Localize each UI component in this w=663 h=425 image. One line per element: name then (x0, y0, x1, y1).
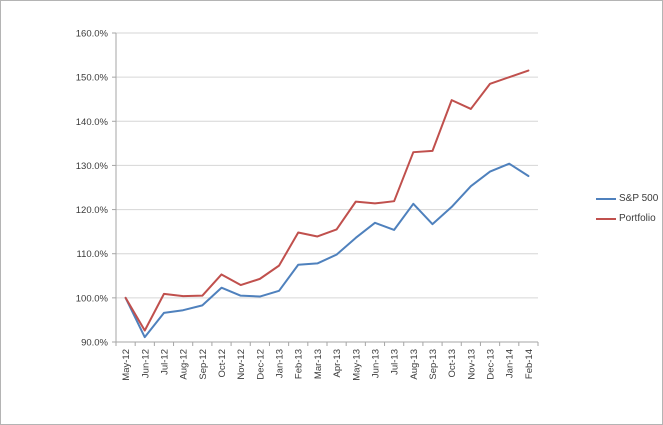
x-tick-label: Jun-12 (140, 349, 151, 378)
x-tick-label: Jun-13 (370, 349, 381, 378)
x-tick-label: Sep-12 (198, 349, 209, 380)
x-tick-label: Oct-12 (217, 349, 228, 378)
x-tick-label: Jan-14 (505, 349, 516, 378)
chart-legend: S&P 500 Portfolio (596, 193, 658, 224)
legend-line-swatch-portfolio (596, 217, 616, 220)
x-tick-label: Oct-13 (447, 349, 458, 378)
x-tick-label: Sep-13 (428, 349, 439, 380)
y-tick-label: 150.0% (76, 73, 109, 84)
legend-line-swatch-sp500 (596, 197, 616, 200)
x-tick-label: Mar-13 (313, 349, 324, 379)
y-tick-label: 110.0% (76, 249, 108, 260)
y-tick-label: 120.0% (76, 205, 109, 216)
x-tick-label: Feb-13 (294, 349, 305, 379)
series-line-s-p-500 (124, 162, 530, 339)
x-tick-label: Dec-13 (486, 349, 497, 380)
legend-label-portfolio: Portfolio (619, 213, 656, 224)
x-tick-label: Dec-12 (255, 349, 266, 380)
x-tick-label: Nov-12 (236, 349, 247, 380)
x-tick-label: Jan-13 (275, 349, 286, 378)
series-line-portfolio (124, 69, 530, 332)
y-tick-label: 140.0% (76, 117, 109, 128)
legend-label-sp500: S&P 500 (619, 193, 659, 204)
y-tick-label: 130.0% (76, 161, 109, 172)
x-tick-label: Nov-13 (466, 349, 477, 380)
x-tick-label: Feb-14 (524, 349, 535, 379)
y-tick-label: 100.0% (76, 293, 109, 304)
x-tick-label: Jul-13 (390, 349, 401, 375)
x-tick-label: May-13 (351, 349, 362, 381)
legend-item-portfolio: Portfolio (596, 213, 658, 224)
x-tick-label: Jul-12 (159, 349, 170, 375)
y-tick-label: 160.0% (76, 29, 109, 40)
x-tick-label: May-12 (121, 349, 132, 381)
y-tick-label: 90.0% (81, 338, 108, 349)
legend-item-sp500: S&P 500 (596, 193, 658, 204)
x-tick-label: Apr-13 (332, 349, 343, 378)
x-tick-label: Aug-12 (179, 349, 190, 380)
x-tick-label: Aug-13 (409, 349, 420, 380)
